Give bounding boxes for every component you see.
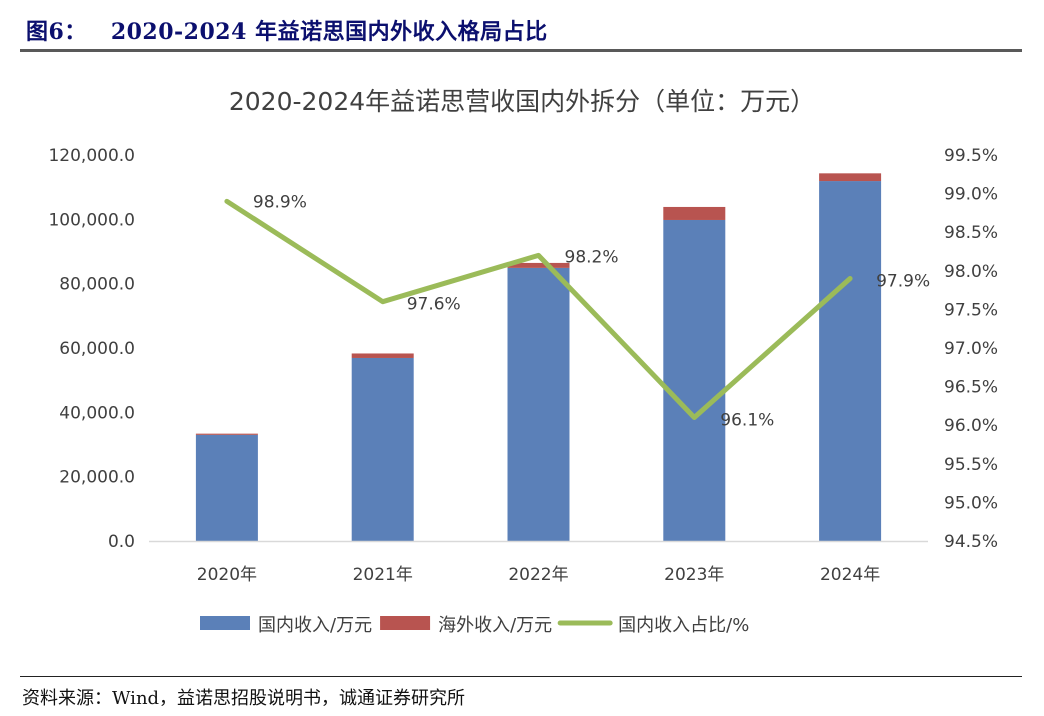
left-tick-label: 80,000.0 xyxy=(59,275,135,295)
left-tick-label: 40,000.0 xyxy=(59,403,135,423)
header-rule xyxy=(20,49,1022,52)
right-tick-label: 96.0% xyxy=(944,416,998,436)
right-tick-label: 95.0% xyxy=(944,493,998,513)
figure-title: 图6： 2020-2024 年益诺思国内外收入格局占比 xyxy=(26,14,548,46)
footer-rule xyxy=(20,676,1022,677)
bar-overseas-2 xyxy=(507,262,570,268)
legend-swatch-1 xyxy=(380,616,431,630)
x-tick-label: 2022年 xyxy=(508,565,568,585)
data-label: 97.6% xyxy=(407,295,461,315)
bar-overseas-1 xyxy=(351,353,414,358)
line-series: 98.9% 97.6% 98.2% 96.1% 97.9% xyxy=(224,192,930,430)
x-tick-label: 2024年 xyxy=(820,565,880,585)
bar-domestic-0 xyxy=(195,434,258,541)
right-tick-label: 97.0% xyxy=(944,339,998,359)
right-tick-label: 98.0% xyxy=(944,262,998,282)
left-axis-ticks: 0.0 20,000.0 40,000.0 60,000.0 80,000.0 100,0… xyxy=(48,146,135,552)
bar-domestic-1 xyxy=(351,357,414,541)
x-tick-label: 2023年 xyxy=(664,565,724,585)
bar-overseas-3 xyxy=(663,206,726,220)
right-axis-ticks: 94.5% 95.0% 95.5% 96.0% 96.5% 97.0% 97.5% 98.0%… xyxy=(944,146,998,552)
legend-label-0: 国内收入/万元 xyxy=(258,615,372,636)
data-label: 96.1% xyxy=(720,410,774,430)
figure-title-text: 2020-2024 年益诺思国内外收入格局占比 xyxy=(110,19,548,45)
right-tick-label: 99.0% xyxy=(944,185,998,205)
right-tick-label: 98.5% xyxy=(944,223,998,243)
left-tick-label: 0.0 xyxy=(108,532,135,552)
bars xyxy=(195,173,882,541)
bar-domestic-4 xyxy=(819,181,882,541)
left-tick-label: 60,000.0 xyxy=(59,339,135,359)
data-label: 98.9% xyxy=(253,192,307,212)
x-tick-label: 2020年 xyxy=(197,565,257,585)
chart-title: 2020-2024年益诺思营收国内外拆分（单位：万元） xyxy=(229,87,815,116)
right-tick-label: 95.5% xyxy=(944,455,998,475)
right-tick-label: 97.5% xyxy=(944,300,998,320)
bar-overseas-4 xyxy=(819,173,882,182)
data-label: 98.2% xyxy=(565,247,619,267)
x-tick-label: 2021年 xyxy=(353,565,413,585)
data-label: 97.9% xyxy=(876,272,930,292)
figure-number: 图6： xyxy=(26,19,87,45)
x-axis-ticks: 2020年 2021年 2022年 2023年 2024年 xyxy=(197,565,880,585)
right-tick-label: 94.5% xyxy=(944,532,998,552)
legend-swatch-0 xyxy=(200,616,250,630)
bar-domestic-2 xyxy=(507,267,570,541)
source-note: 资料来源：Wind，益诺思招股说明书，诚通证券研究所 xyxy=(22,688,466,709)
left-tick-label: 120,000.0 xyxy=(48,146,135,166)
legend-label-1: 海外收入/万元 xyxy=(438,615,552,636)
left-tick-label: 20,000.0 xyxy=(59,468,135,488)
legend: 国内收入/万元 海外收入/万元 国内收入占比/% xyxy=(200,615,749,636)
left-tick-label: 100,000.0 xyxy=(48,210,135,230)
legend-label-2: 国内收入占比/% xyxy=(618,615,749,636)
bar-overseas-0 xyxy=(195,433,258,435)
right-tick-label: 96.5% xyxy=(944,378,998,398)
bar-domestic-3 xyxy=(663,219,726,541)
right-tick-label: 99.5% xyxy=(944,146,998,166)
